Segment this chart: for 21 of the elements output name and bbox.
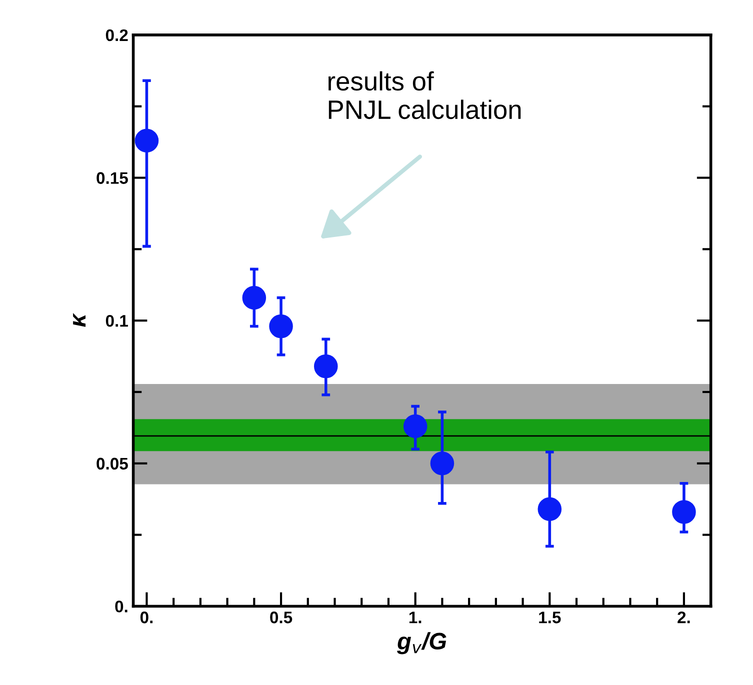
x-tick-label: 2.	[678, 612, 690, 624]
y-tick-label: 0.05	[96, 458, 128, 470]
point	[430, 452, 454, 476]
annotation: results of PNJL calculation	[328, 71, 521, 120]
y-tick-label: 0.15	[96, 172, 128, 184]
point	[242, 286, 266, 310]
point	[134, 128, 159, 153]
y-tick-label: 0.2	[106, 29, 128, 42]
x-tick-label: 0.	[140, 612, 153, 624]
x-tick-label: 1.5	[539, 612, 561, 624]
y-axis-title: κ	[73, 313, 86, 327]
point	[538, 497, 562, 521]
y-tick-label: 0.	[115, 600, 128, 612]
x-tick-label: 0.5	[270, 612, 292, 624]
point	[672, 500, 696, 524]
y-tick-label: 0.1	[106, 314, 128, 327]
point	[314, 354, 338, 378]
x-tick-label: 1.	[409, 612, 422, 624]
point	[269, 314, 293, 338]
point	[403, 414, 428, 438]
x-axis-title: g$_{v}$/G	[396, 632, 446, 654]
